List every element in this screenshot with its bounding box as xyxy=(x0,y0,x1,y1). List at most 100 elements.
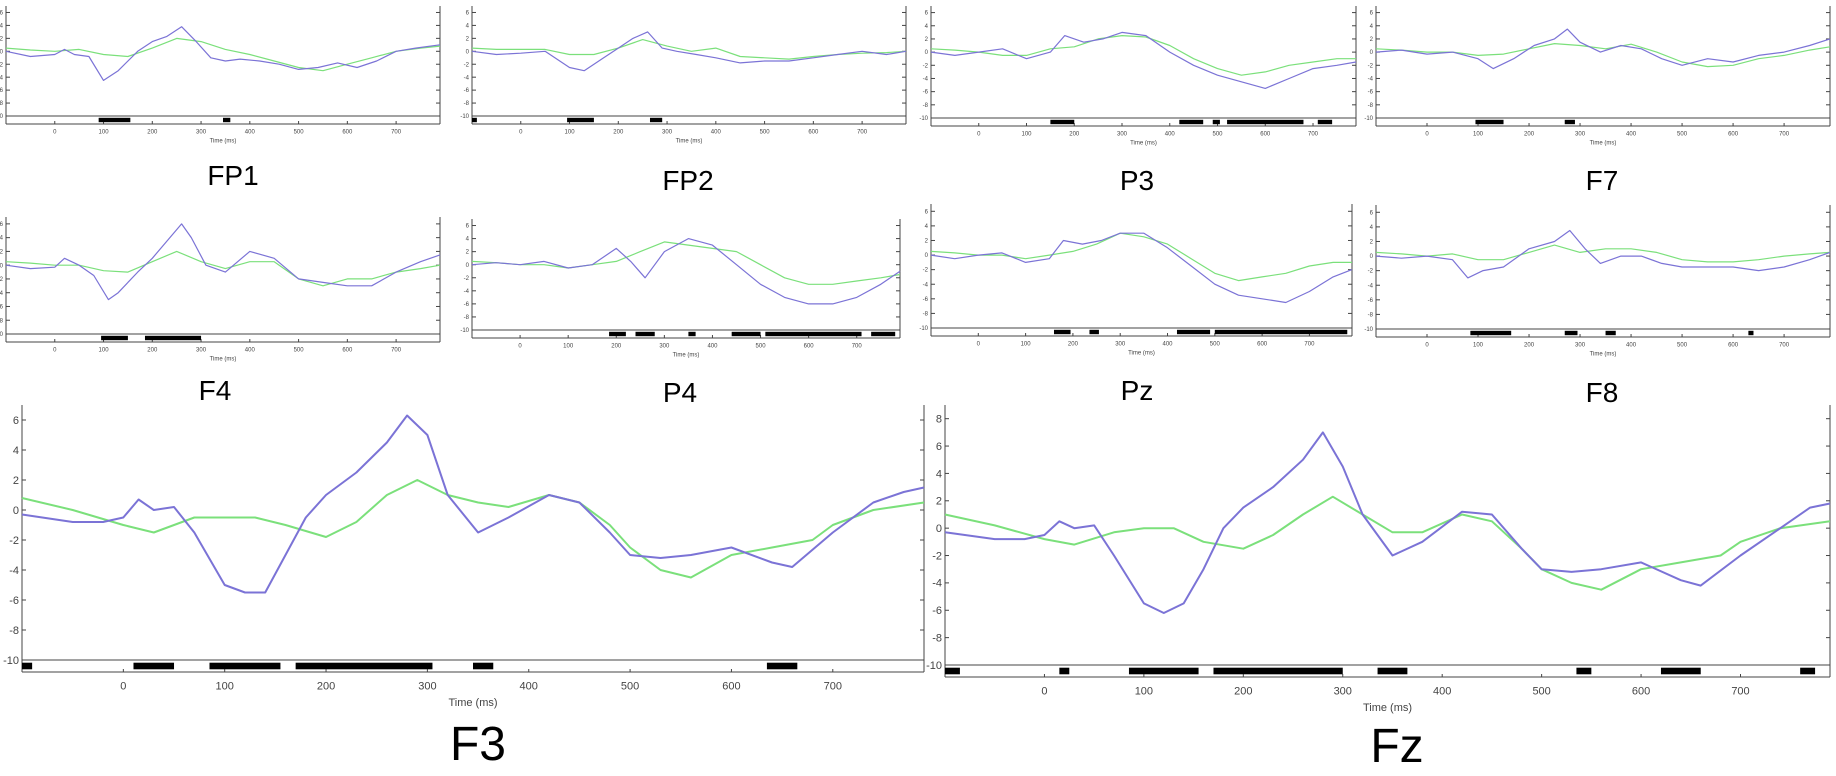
y-tick-label: -8 xyxy=(923,103,929,109)
x-tick-label: 300 xyxy=(659,344,670,350)
y-tick-label: -6 xyxy=(923,90,929,96)
significance-bar xyxy=(1564,330,1578,336)
panel-label: Pz xyxy=(1121,375,1154,406)
x-tick-label: 600 xyxy=(1728,132,1739,138)
series-line-series_a xyxy=(21,414,925,594)
y-tick-label: -8 xyxy=(9,625,19,637)
y-tick-label: 4 xyxy=(1370,225,1374,231)
x-tick-label: 700 xyxy=(1779,132,1790,138)
y-tick-label: -8 xyxy=(923,312,929,318)
significance-bar xyxy=(1128,667,1199,675)
x-tick-label: 100 xyxy=(563,344,574,350)
chart-pz: 6 4 2 0 -2 -4 -6 -8 -10 0 100 200 300 400 500 600 700 Tim… xyxy=(919,204,1353,406)
significance-bar xyxy=(1179,119,1204,125)
x-axis-label: Time (ms) xyxy=(673,353,700,359)
y-tick-label: -10 xyxy=(919,326,928,332)
y-tick-label: 2 xyxy=(13,475,19,487)
panel-label: P4 xyxy=(663,377,697,408)
y-tick-label: -6 xyxy=(1368,90,1374,96)
x-tick-label: 400 xyxy=(1165,132,1176,138)
x-tick-label: 0 xyxy=(977,132,981,138)
y-tick-label: 6 xyxy=(925,11,929,17)
x-tick-label: 100 xyxy=(1473,343,1484,349)
significance-bar xyxy=(871,331,896,337)
significance-bar xyxy=(609,331,626,337)
x-tick-label: 500 xyxy=(756,344,767,350)
y-tick-label: -10 xyxy=(3,655,19,667)
x-tick-label: 0 xyxy=(53,130,57,136)
significance-bar xyxy=(133,662,175,670)
y-tick-label: 6 xyxy=(1370,210,1374,216)
y-tick-label: 0 xyxy=(925,253,929,259)
x-tick-label: 500 xyxy=(1677,132,1688,138)
y-tick-label: 6 xyxy=(0,222,4,228)
x-tick-label: 300 xyxy=(1575,132,1586,138)
x-axis-label: Time (ms) xyxy=(1128,351,1155,357)
y-tick-label: 4 xyxy=(466,237,470,243)
x-axis-label: Time (ms) xyxy=(1130,141,1157,147)
significance-bar xyxy=(295,662,433,670)
x-axis-label: Time (ms) xyxy=(1363,702,1412,714)
x-tick-label: 600 xyxy=(1260,132,1271,138)
y-tick-label: -2 xyxy=(1368,63,1374,69)
x-tick-label: 200 xyxy=(1524,132,1535,138)
y-tick-label: -6 xyxy=(464,88,470,94)
y-tick-label: -8 xyxy=(0,101,4,107)
significance-bar xyxy=(1470,330,1512,336)
x-tick-label: 300 xyxy=(196,130,207,136)
y-tick-label: -4 xyxy=(464,289,470,295)
y-tick-label: 4 xyxy=(0,236,4,242)
series-line-series_b xyxy=(21,479,925,579)
x-tick-label: 500 xyxy=(1677,343,1688,349)
x-tick-label: 100 xyxy=(565,130,576,136)
panel-label: F8 xyxy=(1586,377,1619,408)
chart-f7: 6 4 2 0 -2 -4 -6 -8 -10 0 100 200 300 400 500 600 700 Tim… xyxy=(1364,6,1831,196)
series-line-series_b xyxy=(5,37,441,72)
x-tick-label: 500 xyxy=(294,348,305,354)
y-tick-label: 2 xyxy=(466,36,470,42)
x-tick-label: 200 xyxy=(613,130,624,136)
x-tick-label: 700 xyxy=(857,130,868,136)
y-tick-label: 0 xyxy=(0,263,4,269)
x-tick-label: 0 xyxy=(1425,343,1429,349)
significance-bar xyxy=(1748,330,1754,336)
x-tick-label: 200 xyxy=(1069,132,1080,138)
panel-label: FP1 xyxy=(207,160,258,191)
series-line-series_b xyxy=(5,250,441,287)
significance-bar xyxy=(1377,667,1408,675)
x-tick-label: 600 xyxy=(1728,343,1739,349)
x-tick-label: 200 xyxy=(1234,686,1252,698)
significance-bar xyxy=(688,331,696,337)
y-tick-label: -2 xyxy=(923,63,929,69)
y-tick-label: -2 xyxy=(1368,269,1374,275)
significance-bar xyxy=(223,117,231,123)
y-tick-label: -6 xyxy=(0,88,4,94)
y-tick-label: 2 xyxy=(936,496,942,508)
x-tick-label: 400 xyxy=(1433,686,1451,698)
series-line-series_b xyxy=(471,241,901,285)
series-line-series_a xyxy=(1375,229,1831,279)
significance-bar xyxy=(209,662,281,670)
x-tick-label: 300 xyxy=(1334,686,1352,698)
y-tick-label: -4 xyxy=(932,578,942,590)
y-tick-label: -2 xyxy=(464,62,470,68)
x-tick-label: 700 xyxy=(824,681,842,693)
x-axis-label: Time (ms) xyxy=(1590,141,1617,147)
y-tick-label: -4 xyxy=(923,77,929,83)
x-tick-label: 100 xyxy=(1021,132,1032,138)
panel-label: Fz xyxy=(1370,720,1423,773)
x-tick-label: 300 xyxy=(662,130,673,136)
x-tick-label: 300 xyxy=(1117,132,1128,138)
series-line-series_a xyxy=(930,232,1353,304)
y-tick-label: -4 xyxy=(923,282,929,288)
x-tick-label: 100 xyxy=(1021,342,1032,348)
x-tick-label: 500 xyxy=(294,130,305,136)
significance-bar xyxy=(1176,329,1211,335)
x-tick-label: 600 xyxy=(808,130,819,136)
series-line-series_a xyxy=(930,31,1357,90)
x-tick-label: 700 xyxy=(391,348,402,354)
y-tick-label: -2 xyxy=(932,550,942,562)
panel-label: F4 xyxy=(199,375,232,406)
y-tick-label: -10 xyxy=(926,660,942,672)
y-tick-label: 4 xyxy=(466,24,470,30)
